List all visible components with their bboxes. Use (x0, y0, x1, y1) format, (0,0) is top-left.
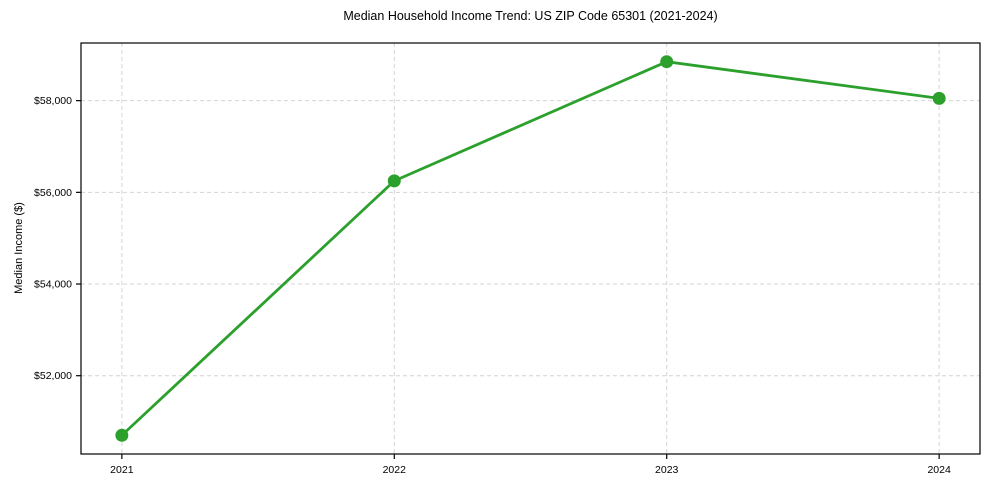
x-tick-label: 2022 (383, 464, 407, 476)
y-tick-label: $52,000 (34, 370, 72, 382)
data-point-marker (660, 55, 674, 69)
y-tick-label: $56,000 (34, 187, 72, 199)
x-tick-label: 2021 (110, 464, 134, 476)
trend-line (120, 60, 941, 437)
y-tick-label: $54,000 (34, 279, 72, 291)
data-point-marker (932, 91, 946, 105)
x-tick-label: 2023 (655, 464, 679, 476)
data-point-marker (387, 174, 401, 188)
chart-title: Median Household Income Trend: US ZIP Co… (343, 9, 718, 23)
plot-border (80, 42, 981, 455)
data-point-marker (115, 428, 129, 442)
y-tick-label: $58,000 (34, 95, 72, 107)
x-tick-label: 2024 (927, 464, 951, 476)
